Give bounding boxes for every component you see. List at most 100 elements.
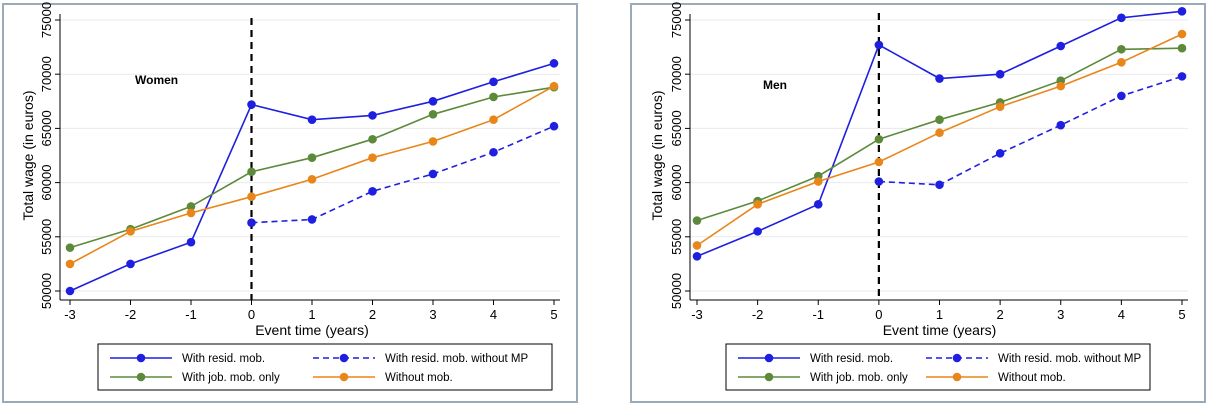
data-point [368, 111, 377, 120]
data-point [1117, 57, 1126, 67]
chart-men: 50000 55000 60000 65000 70000 75000 -3 -2 -1 0 1 2 3… [630, 2, 1206, 403]
y-tick-label: 75000 [669, 2, 684, 38]
legend-swatch-marker [136, 372, 146, 382]
data-point [995, 149, 1005, 158]
data-point [935, 128, 944, 138]
x-tick-label: 4 [490, 307, 497, 322]
series-line [251, 125, 555, 224]
data-point [1177, 72, 1187, 81]
legend-label: With job. mob. only [182, 372, 280, 384]
x-axis-title: Event time (years) [255, 322, 369, 338]
y-tick-label: 75000 [39, 2, 54, 38]
data-point [126, 259, 135, 269]
chart-frame [630, 3, 1206, 403]
data-point [813, 199, 823, 209]
legend-swatch-marker [764, 372, 774, 382]
chart-frame [2, 3, 578, 403]
data-point [65, 243, 75, 252]
x-tick-label: 1 [308, 307, 315, 322]
data-point [813, 177, 823, 186]
chart-women: 50000 55000 60000 65000 70000 75000 -3 -2 -1 0 1 2 3… [2, 2, 578, 403]
data-point [186, 237, 196, 247]
x-tick-label: 3 [1057, 307, 1064, 322]
data-point [753, 227, 762, 236]
data-point [126, 227, 135, 236]
legend-label: Without mob. [998, 372, 1066, 384]
data-point [995, 102, 1005, 112]
y-tick-label: 65000 [669, 110, 684, 146]
y-axis-title: Total wage (in euros) [649, 91, 665, 221]
data-point [874, 134, 884, 144]
x-tick-label: 5 [1178, 307, 1185, 322]
x-tick-label: 0 [875, 307, 882, 322]
data-point [692, 241, 702, 250]
legend-swatch-marker [952, 372, 962, 382]
data-point [549, 59, 559, 68]
data-point [307, 115, 317, 125]
legend-swatch-marker [136, 353, 146, 363]
x-tick-label: 1 [936, 307, 943, 322]
y-tick-label: 70000 [669, 56, 684, 92]
x-tick-label: -1 [812, 307, 824, 322]
legend-label: With resid. mob. without MP [998, 353, 1141, 365]
legend-label: With resid. mob. [182, 353, 265, 365]
data-point [1117, 91, 1126, 101]
x-tick-label: 5 [550, 307, 557, 322]
data-point [874, 157, 884, 167]
y-tick-label: 55000 [669, 219, 684, 255]
data-point [489, 147, 498, 157]
y-tick-label: 50000 [39, 273, 54, 309]
data-point [428, 137, 438, 146]
legend-swatch-marker [952, 353, 962, 363]
data-point [247, 167, 256, 177]
data-point [1117, 44, 1126, 54]
data-point [489, 115, 498, 125]
data-point [186, 208, 196, 218]
data-point [549, 121, 559, 131]
data-point [935, 180, 944, 190]
legend-swatch-marker [339, 372, 349, 382]
x-tick-label: -3 [691, 307, 703, 322]
legend-swatch-marker [764, 353, 774, 363]
data-point [1177, 7, 1187, 16]
panel-annotation: Men [763, 78, 787, 92]
data-point [1117, 13, 1126, 23]
legend-label: With resid. mob. [810, 353, 893, 365]
x-axis-title: Event time (years) [883, 322, 997, 338]
data-point [65, 286, 75, 296]
data-point [753, 199, 762, 209]
legend-box [725, 343, 1151, 391]
data-point [307, 215, 317, 224]
data-point [935, 115, 944, 125]
data-point [428, 110, 438, 119]
data-point [65, 259, 75, 269]
data-point [368, 134, 377, 144]
data-point [692, 252, 702, 261]
x-tick-label: 4 [1118, 307, 1125, 322]
data-point [368, 153, 377, 162]
data-point [307, 175, 317, 184]
data-point [489, 92, 498, 102]
data-point [874, 177, 884, 186]
data-point [1056, 120, 1066, 130]
data-point [489, 77, 498, 87]
y-tick-label: 60000 [669, 165, 684, 201]
y-tick-label: 65000 [39, 110, 54, 146]
data-point [368, 186, 377, 196]
x-tick-label: -2 [125, 307, 137, 322]
data-point [186, 202, 196, 211]
chart-panel-women: 50000 55000 60000 65000 70000 75000 -3 -2 -1 0 1 2 3… [0, 0, 580, 407]
data-point [1177, 29, 1187, 39]
data-point [1056, 81, 1066, 91]
x-tick-label: -1 [185, 307, 197, 322]
series-line [878, 75, 1183, 186]
legend-label: With job. mob. only [810, 372, 908, 384]
data-point [428, 169, 438, 179]
y-tick-label: 60000 [39, 165, 54, 201]
data-point [428, 97, 438, 106]
x-tick-label: 3 [429, 307, 436, 322]
y-axis-title: Total wage (in euros) [20, 91, 36, 221]
data-point [874, 40, 884, 50]
data-point [247, 218, 256, 228]
legend-box [97, 343, 553, 391]
